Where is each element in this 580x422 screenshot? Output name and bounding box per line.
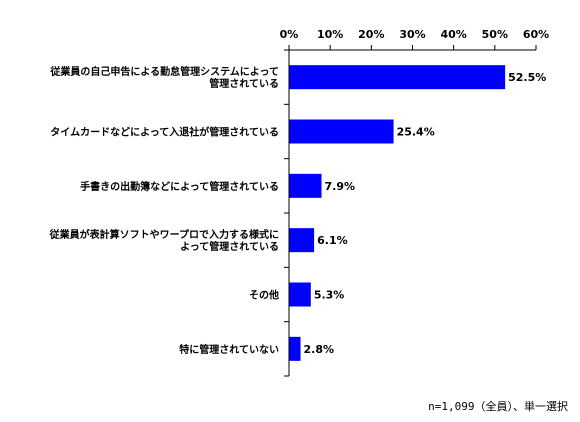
category-label-line: 特に管理されていない bbox=[179, 343, 279, 356]
data-label: 52.5% bbox=[508, 71, 546, 84]
x-tick-label: 40% bbox=[440, 28, 466, 41]
bar bbox=[289, 173, 322, 198]
data-label: 5.3% bbox=[314, 289, 345, 302]
x-tick-label: 0% bbox=[280, 28, 299, 41]
category-label: 従業員の自己申告による勤怠管理システムによって管理されている bbox=[49, 65, 279, 90]
bar bbox=[289, 336, 301, 361]
data-label: 25.4% bbox=[397, 126, 435, 139]
bar bbox=[289, 282, 311, 307]
category-label-line: 手書きの出勤簿などによって管理されている bbox=[80, 180, 279, 193]
data-label: 7.9% bbox=[325, 180, 356, 193]
bar bbox=[289, 119, 394, 144]
category-label: 従業員が表計算ソフトやワープロで入力する様式によって管理されている bbox=[49, 228, 279, 253]
category-label: 手書きの出勤簿などによって管理されている bbox=[80, 180, 279, 193]
sample-note: n=1,099（全員）、単一選択 bbox=[428, 400, 568, 413]
x-tick-label: 20% bbox=[358, 28, 384, 41]
category-label-line: 管理されている bbox=[209, 77, 279, 90]
x-axis-ticks: 0% 10% 20% 30% 40% 50% 60% bbox=[280, 28, 549, 377]
data-label: 2.8% bbox=[304, 343, 335, 356]
category-label: その他 bbox=[249, 289, 279, 302]
category-label: 特に管理されていない bbox=[179, 343, 279, 356]
x-tick-label: 10% bbox=[317, 28, 343, 41]
x-tick-label: 30% bbox=[399, 28, 425, 41]
x-tick-label: 60% bbox=[523, 28, 549, 41]
category-labels: 従業員の自己申告による勤怠管理システムによって管理されているタイムカードなどによ… bbox=[49, 65, 279, 356]
category-label: タイムカードなどによって入退社が管理されている bbox=[50, 126, 279, 139]
category-label-line: タイムカードなどによって入退社が管理されている bbox=[50, 126, 279, 139]
bar bbox=[289, 228, 315, 253]
category-label-line: 従業員が表計算ソフトやワープロで入力する様式に bbox=[49, 228, 279, 241]
data-labels: 52.5% 25.4% 7.9% 6.1% 5.3% 2.8% bbox=[304, 71, 547, 356]
category-label-line: その他 bbox=[249, 289, 279, 302]
category-label-line: よって管理されている bbox=[180, 240, 279, 253]
bars bbox=[289, 65, 506, 361]
data-label: 6.1% bbox=[317, 234, 348, 247]
bar bbox=[289, 65, 506, 90]
category-label-line: 従業員の自己申告による勤怠管理システムによって bbox=[49, 65, 279, 78]
x-tick-label: 50% bbox=[482, 28, 508, 41]
